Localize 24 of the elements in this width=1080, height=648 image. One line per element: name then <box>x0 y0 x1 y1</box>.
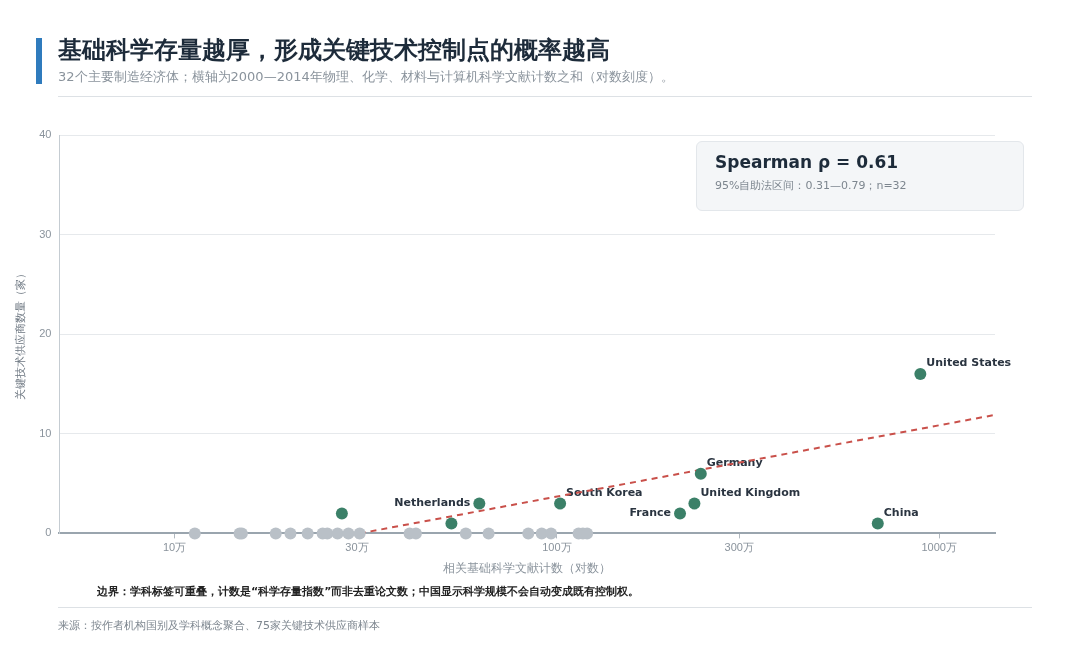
text: 边界：学科标签可重叠，计数是“科学存量指数”而非去重论文数；中国显示科学规模不会自动变成既有控制权。 <box>97 584 640 599</box>
y-axis-title: 关键技术供应商数量（家） <box>13 268 26 401</box>
chart-title: 基础科学存量越厚，形成关键技术控制点的概率越高 <box>58 35 610 66</box>
annotation: Netherlands <box>394 495 471 509</box>
annotation: United States <box>926 356 1012 370</box>
annotation: France <box>629 505 672 519</box>
y-tick-label: 30 <box>39 227 52 240</box>
stats-card: Spearman ρ = 0.61 95%自助法区间：0.31—0.79；n=32 <box>696 141 1024 211</box>
y-tick-label: 20 <box>39 327 52 340</box>
x-tick-label: 1000万 <box>921 541 957 554</box>
source-note: 来源：按作者机构国别及学科概念聚合、75家关键技术供应商样本 <box>58 618 380 633</box>
chart-subtitle: 32个主要制造经济体；横轴为2000—2014年物理、化学、材料与计算机科学文献计数之和（对数刻度）。 <box>58 68 674 86</box>
y-tick-label: 0 <box>45 526 52 539</box>
y-tick-label: 10 <box>39 426 52 439</box>
annotation: Spearman ρ = 0.61 <box>715 152 900 172</box>
x-axis-title: 相关基础科学文献计数（对数） <box>443 561 612 576</box>
annotation: United Kingdom <box>700 485 801 499</box>
x-tick-label: 10万 <box>162 541 187 554</box>
x-tick-label: 30万 <box>345 541 369 554</box>
annotation: China <box>883 505 919 519</box>
x-tick-label: 100万 <box>542 541 572 554</box>
annotation: 95%自助法区间：0.31—0.79；n=32 <box>715 178 908 193</box>
y-tick-label: 40 <box>39 128 52 141</box>
x-tick-label: 300万 <box>724 541 754 554</box>
